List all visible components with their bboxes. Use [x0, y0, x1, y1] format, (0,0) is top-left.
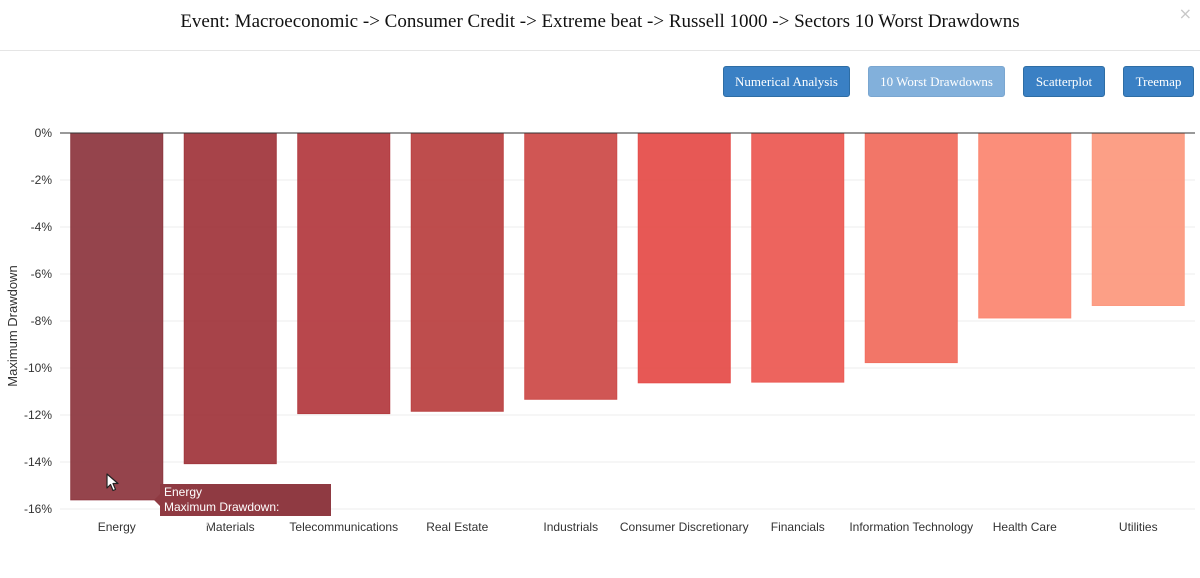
x-axis-ticks: Energy Materials Telecommunications Real Es… — [98, 520, 1158, 534]
numerical-analysis-button[interactable]: Numerical Analysis — [723, 66, 850, 97]
bar-information-technology[interactable] — [864, 132, 958, 364]
modal-header: Event: Macroeconomic -> Consumer Credit … — [0, 0, 1200, 51]
bar-consumer-discretionary[interactable] — [637, 132, 731, 384]
worst-drawdowns-button[interactable]: 10 Worst Drawdowns — [868, 66, 1005, 97]
y-tick-label: -2% — [31, 173, 53, 187]
y-axis-title: Maximum Drawdown — [5, 265, 20, 386]
tooltip-value: Maximum Drawdown: -15.61% — [164, 500, 280, 529]
bar-real-estate[interactable] — [410, 132, 504, 412]
x-tick-label: Utilities — [1119, 520, 1158, 534]
bar-industrials[interactable] — [524, 132, 618, 400]
y-tick-label: -8% — [31, 314, 53, 328]
x-tick-label: Telecommunications — [289, 520, 398, 534]
x-tick-label: Consumer Discretionary — [620, 520, 749, 534]
x-tick-label: Materials — [206, 520, 255, 534]
close-icon[interactable]: × — [1178, 4, 1192, 23]
bar-materials[interactable] — [183, 132, 277, 465]
bars — [70, 132, 1185, 501]
x-tick-label: Energy — [98, 520, 136, 534]
x-tick-label: Financials — [771, 520, 825, 534]
x-tick-label: Information Technology — [849, 520, 973, 534]
y-tick-label: -4% — [31, 220, 53, 234]
y-tick-label: -16% — [24, 502, 52, 516]
bar-health-care[interactable] — [978, 132, 1072, 319]
modal-title: Event: Macroeconomic -> Consumer Credit … — [180, 11, 1020, 32]
treemap-button[interactable]: Treemap — [1123, 66, 1194, 97]
bar-tooltip: Energy Maximum Drawdown: -15.61% — [154, 484, 331, 529]
x-tick-label: Industrials — [543, 520, 598, 534]
bar-telecommunications[interactable] — [297, 132, 391, 415]
bar-financials[interactable] — [751, 132, 845, 383]
mouse-cursor-icon — [106, 473, 119, 492]
tooltip-title: Energy — [164, 485, 203, 499]
x-tick-label: Health Care — [993, 520, 1057, 534]
y-tick-label: -12% — [24, 408, 52, 422]
x-tick-label: Real Estate — [426, 520, 488, 534]
bar-utilities[interactable] — [1091, 132, 1185, 306]
scatterplot-button[interactable]: Scatterplot — [1023, 66, 1105, 97]
y-tick-label: 0% — [35, 126, 53, 140]
bar-energy[interactable] — [70, 132, 164, 501]
y-tick-label: -14% — [24, 455, 52, 469]
y-tick-label: -6% — [31, 267, 53, 281]
y-tick-label: -10% — [24, 361, 52, 375]
y-axis-ticks: 0% -2% -4% -6% -8% -10% -12% -14% -16% — [24, 126, 52, 516]
